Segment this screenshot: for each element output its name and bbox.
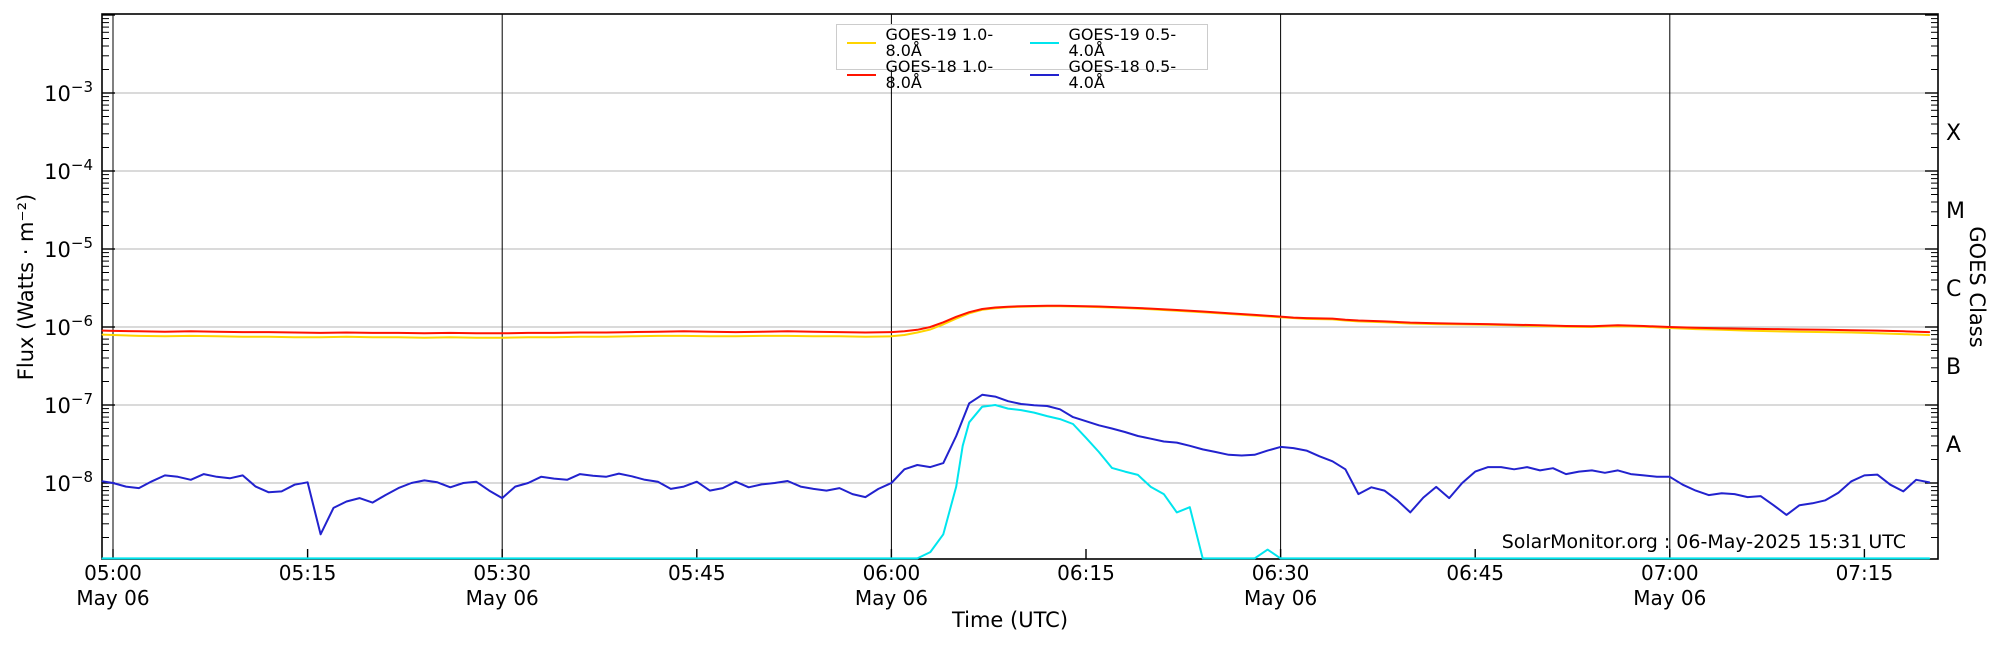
legend-item-goes18-long: GOES-18 1.0-8.0Å (847, 59, 1014, 91)
y-tick-label: 10−4 (44, 156, 93, 184)
x-date-label: May 06 (76, 586, 149, 610)
watermark-text: SolarMonitor.org : 06-May-2025 15:31 UTC (1501, 531, 1906, 553)
goes-class-b: B (1946, 355, 1961, 380)
series-goes19-short (101, 404, 1931, 560)
series-goes18-long (101, 304, 1931, 335)
goes-class-m: M (1946, 199, 1965, 224)
x-axis-label: Time (UTC) (951, 608, 1069, 632)
x-tick-label: 05:00 (84, 561, 142, 585)
series-goes18-short (101, 393, 1931, 536)
legend-label-goes19-long: GOES-19 1.0-8.0Å (885, 25, 994, 60)
plot-border (101, 13, 1939, 560)
legend: GOES-19 1.0-8.0Å GOES-18 1.0-8.0Å GOES-1… (836, 24, 1208, 91)
x-date-label: May 06 (1633, 586, 1706, 610)
x-tick-label: 06:15 (1057, 561, 1115, 585)
x-tick-label: 06:00 (863, 561, 921, 585)
legend-item-goes19-long: GOES-19 1.0-8.0Å (847, 27, 1014, 59)
x-tick-label: 06:30 (1252, 561, 1310, 585)
y-tick-label: 10−7 (44, 390, 93, 418)
x-tick-label: 05:15 (279, 561, 337, 585)
goes-class-c: C (1946, 277, 1961, 302)
y-axis-label-flux: Flux (Watts · m⁻²) (14, 193, 38, 381)
x-tick-label: 07:00 (1641, 561, 1699, 585)
legend-item-goes19-short: GOES-19 0.5-4.0Å (1030, 27, 1197, 59)
y-tick-label: 10−3 (44, 78, 93, 106)
x-date-label: May 06 (855, 586, 928, 610)
y-axis-label-goes-class: GOES Class (1965, 226, 1989, 348)
legend-line-goes19-short-icon (1030, 42, 1060, 44)
y-tick-label: 10−8 (44, 468, 93, 496)
x-tick-label: 05:30 (473, 561, 531, 585)
legend-item-goes18-short: GOES-18 0.5-4.0Å (1030, 59, 1197, 91)
x-date-label: May 06 (1244, 586, 1317, 610)
legend-label-goes19-short: GOES-19 0.5-4.0Å (1068, 25, 1177, 60)
y-tick-label: 10−5 (44, 234, 93, 262)
legend-label-goes18-short: GOES-18 0.5-4.0Å (1068, 57, 1177, 92)
x-tick-label: 06:45 (1446, 561, 1504, 585)
goes-class-a: A (1946, 433, 1961, 458)
legend-line-goes19-long-icon (847, 42, 877, 44)
y-tick-label: 10−6 (44, 312, 93, 340)
x-tick-label: 05:45 (668, 561, 726, 585)
legend-line-goes18-short-icon (1030, 74, 1060, 76)
legend-line-goes18-long-icon (847, 74, 877, 76)
legend-label-goes18-long: GOES-18 1.0-8.0Å (885, 57, 994, 92)
x-tick-label: 07:15 (1836, 561, 1894, 585)
goes-class-x: X (1946, 121, 1961, 146)
x-date-label: May 06 (466, 586, 539, 610)
